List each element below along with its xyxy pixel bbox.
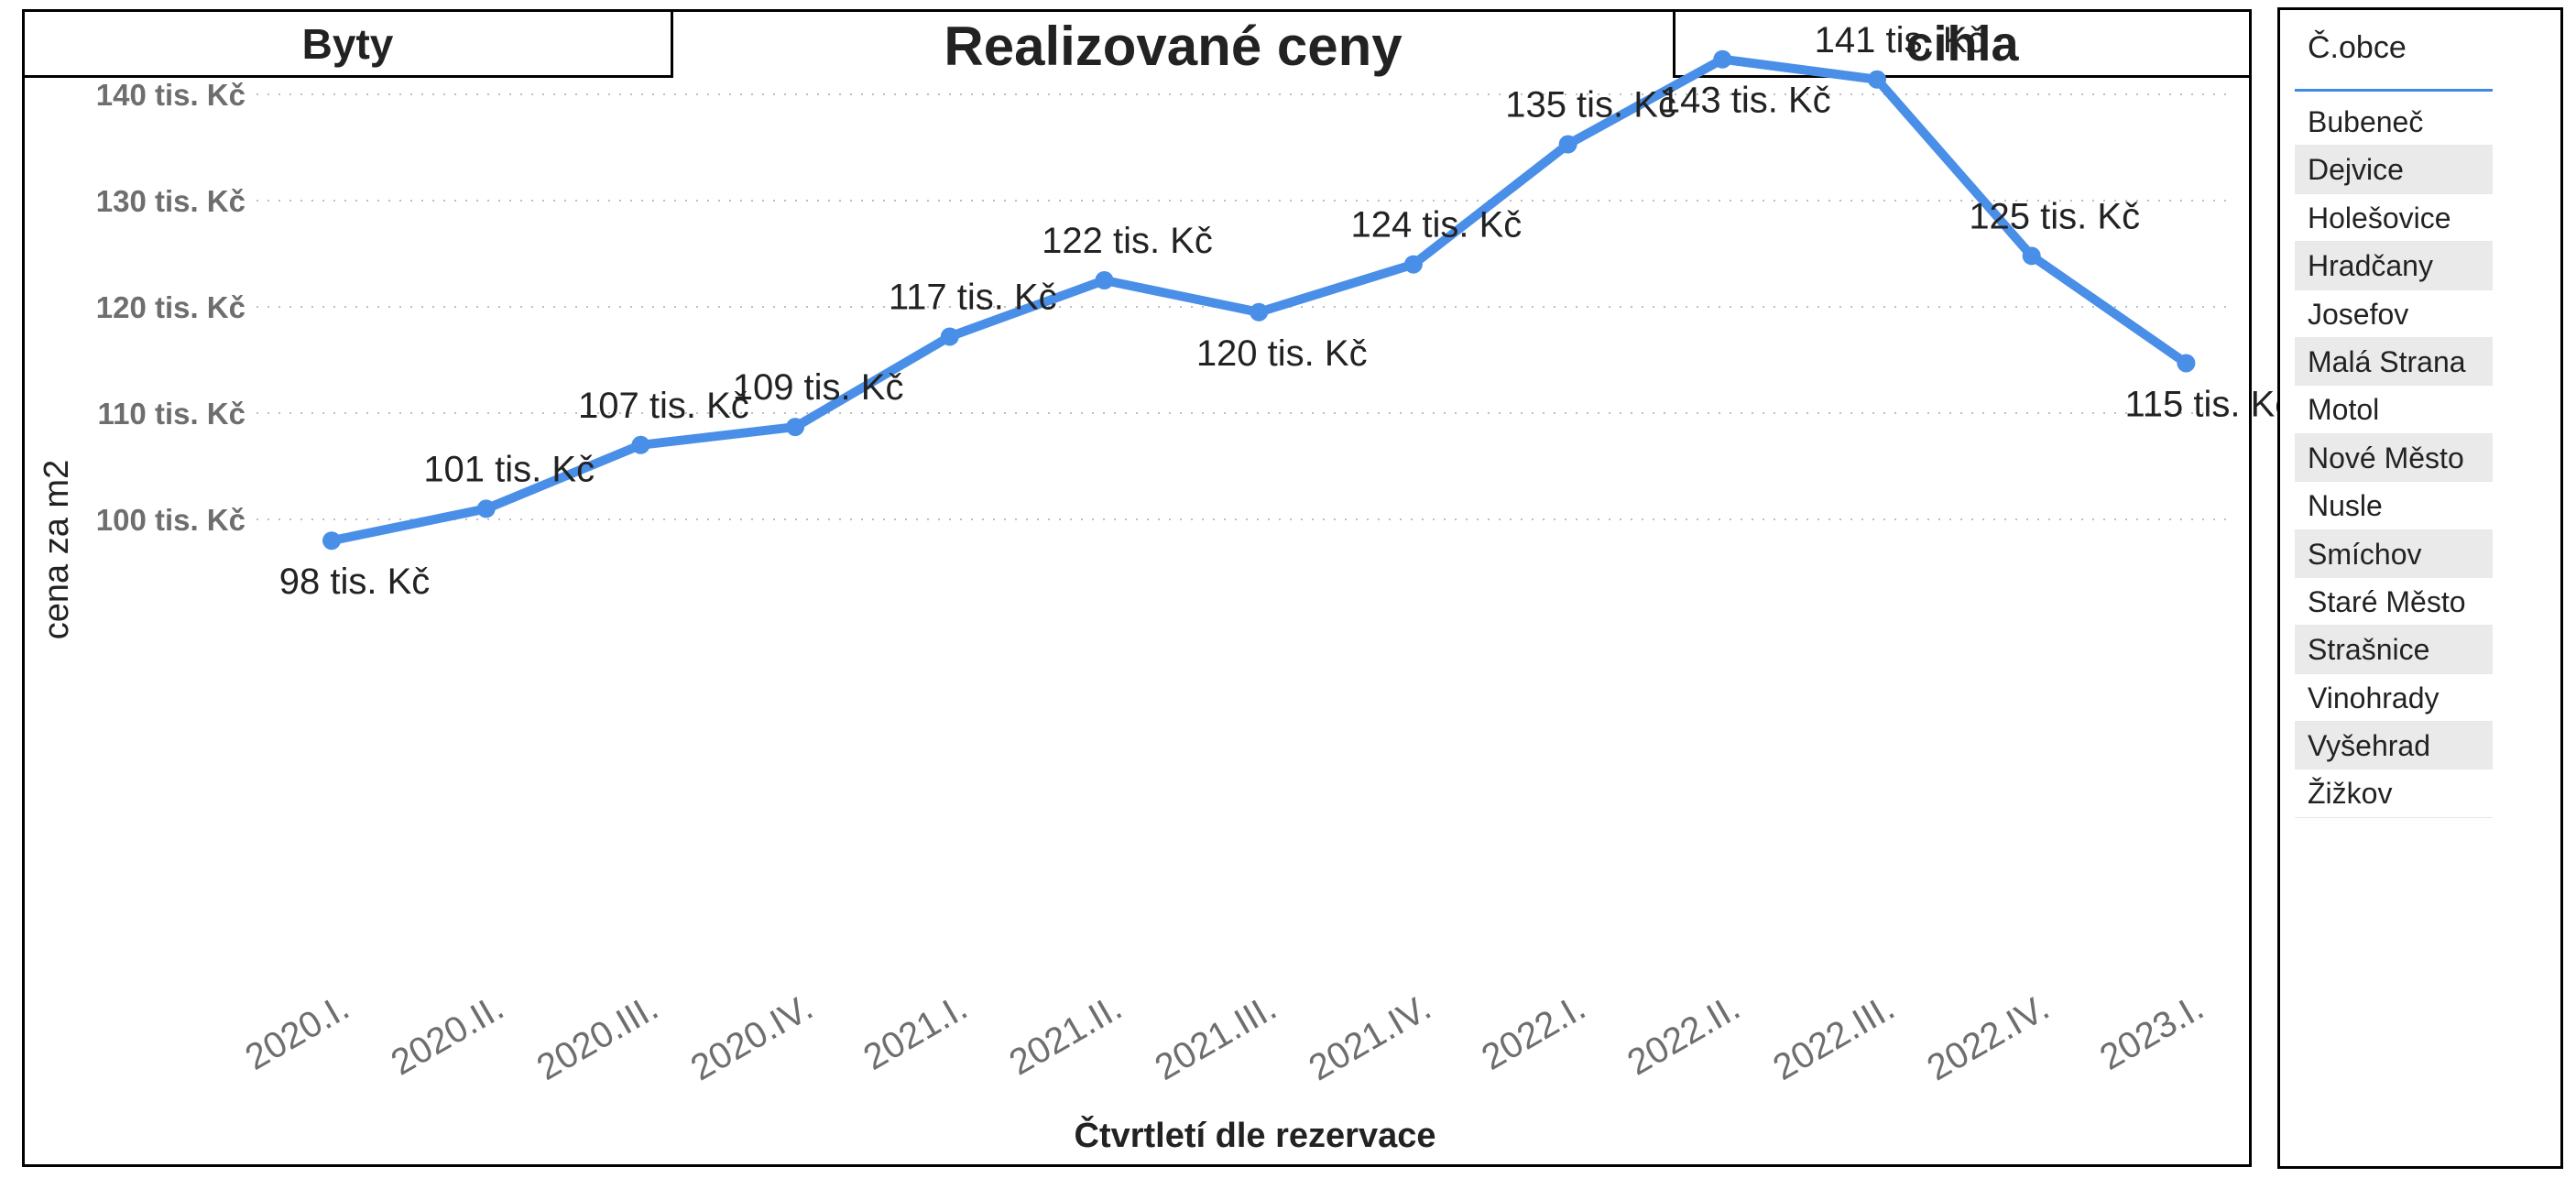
series-lines <box>327 54 2191 546</box>
data-point[interactable] <box>1558 135 1577 154</box>
data-point[interactable] <box>940 327 959 346</box>
data-point[interactable] <box>476 499 496 518</box>
slicer-item[interactable]: Hradčany <box>2295 242 2493 290</box>
slicer-item[interactable]: Nusle <box>2295 482 2493 530</box>
slicer-item[interactable]: Motol <box>2295 386 2493 434</box>
x-tick-label: 2020.II. <box>385 987 511 1084</box>
data-label: 143 tis. Kč <box>1660 81 1831 121</box>
slicer-item[interactable]: Vyšehrad <box>2295 722 2493 770</box>
x-tick-label: 2020.IV. <box>684 987 820 1089</box>
data-point[interactable] <box>1250 302 1269 322</box>
data-label: 115 tis. Kč <box>2125 384 2294 424</box>
slicer-divider <box>2295 89 2493 92</box>
slicer-item[interactable]: Strašnice <box>2295 626 2493 674</box>
x-tick-label: 2020.III. <box>530 987 665 1088</box>
data-point[interactable] <box>1713 49 1732 69</box>
x-tick-label: 2022.IV. <box>1920 987 2056 1089</box>
series-line <box>327 54 2191 546</box>
x-axis-ticks: 2020.I. 2020.II. 2020.III. 2020.IV. 2021.I. 2… <box>239 987 2210 1089</box>
slicer-item[interactable]: Bubeneč <box>2295 98 2493 147</box>
chart-title: Realizované ceny <box>944 15 1403 77</box>
y-axis-label: cena za m2 <box>38 460 76 639</box>
y-tick-label: 140 tis. Kč <box>96 78 246 112</box>
slicer-item[interactable]: Žižkov <box>2295 769 2493 818</box>
data-label: 124 tis. Kč <box>1351 205 1523 245</box>
x-tick-label: 2021.IV. <box>1303 987 1438 1089</box>
data-point[interactable] <box>322 531 341 551</box>
category-header: Byty <box>22 9 673 78</box>
data-point[interactable] <box>2177 354 2196 373</box>
data-label: 120 tis. Kč <box>1196 333 1368 374</box>
slicer-item[interactable]: Smíchov <box>2295 529 2493 578</box>
x-axis-label: Čtvrtletí dle rezervace <box>1075 1114 1436 1155</box>
data-label: 109 tis. Kč <box>733 367 904 408</box>
slicer-item[interactable]: Staré Město <box>2295 578 2493 627</box>
x-tick-label: 2023.I. <box>2093 987 2210 1078</box>
y-tick-label: 120 tis. Kč <box>96 290 246 324</box>
data-point[interactable] <box>1095 271 1114 289</box>
y-tick-label: 100 tis. Kč <box>96 503 246 537</box>
data-label: 141 tis. Kč <box>1815 20 1986 60</box>
data-point[interactable] <box>2022 246 2041 266</box>
y-axis-ticks: 100 tis. Kč 110 tis. Kč 120 tis. Kč 130 tis… <box>96 78 246 537</box>
x-tick-label: 2020.I. <box>239 987 356 1078</box>
slicer-title: Č.obce <box>2308 30 2407 65</box>
slicer-item[interactable]: Vinohrady <box>2295 674 2493 723</box>
data-point[interactable] <box>631 435 650 454</box>
x-tick-label: 2022.III. <box>1766 987 1901 1088</box>
chart-frame <box>22 9 2252 1167</box>
data-points <box>322 49 2196 551</box>
data-point[interactable] <box>1403 255 1423 274</box>
data-label: 135 tis. Kč <box>1505 85 1676 125</box>
y-tick-label: 130 tis. Kč <box>96 184 246 218</box>
data-label: 122 tis. Kč <box>1042 221 1213 261</box>
x-tick-label: 2021.II. <box>1002 987 1129 1084</box>
data-label: 117 tis. Kč <box>889 277 1057 317</box>
data-label: 101 tis. Kč <box>423 449 595 489</box>
data-point[interactable] <box>786 418 805 437</box>
slicer-item[interactable]: Holešovice <box>2295 194 2493 243</box>
data-label: 98 tis. Kč <box>279 562 431 602</box>
x-tick-label: 2022.I. <box>1475 987 1592 1078</box>
x-tick-label: 2022.II. <box>1621 987 1747 1084</box>
x-tick-label: 2021.III. <box>1149 987 1283 1088</box>
data-point[interactable] <box>1868 70 1886 89</box>
district-slicer: Č.obce Bubeneč Dejvice Holešovice Hradčany J… <box>2277 7 2563 1169</box>
slicer-item[interactable]: Dejvice <box>2295 146 2493 194</box>
data-label: 107 tis. Kč <box>578 386 749 426</box>
slicer-item[interactable]: Nové Město <box>2295 433 2493 483</box>
slicer-item[interactable]: Malá Strana <box>2295 337 2493 387</box>
y-tick-label: 110 tis. Kč <box>98 397 246 431</box>
slicer-list: Bubeneč Dejvice Holešovice Hradčany Josefov M… <box>2295 98 2493 818</box>
data-label: 125 tis. Kč <box>1969 196 2140 236</box>
x-tick-label: 2021.I. <box>857 987 974 1078</box>
slicer-item[interactable]: Josefov <box>2295 290 2493 338</box>
